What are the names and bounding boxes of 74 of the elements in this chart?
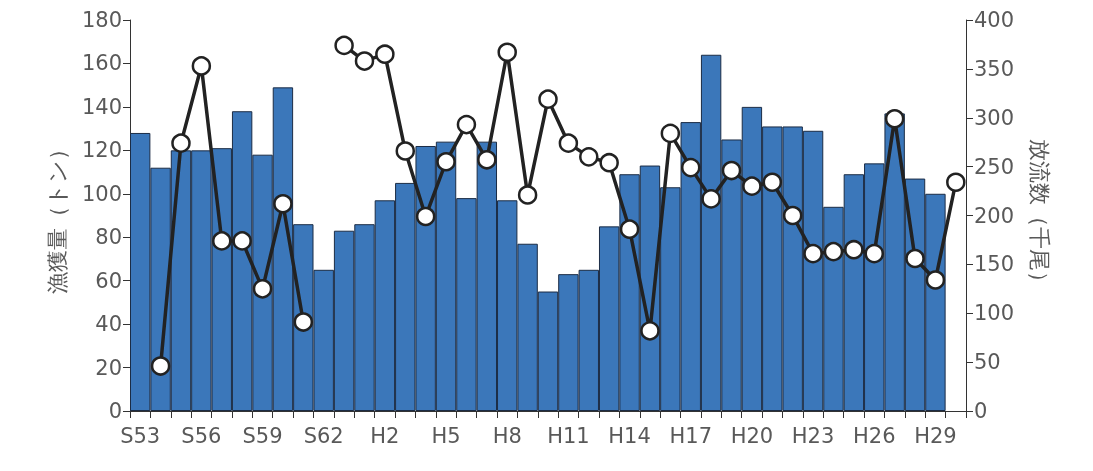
point [375,44,395,64]
x-tick-label: S59 [242,423,283,448]
point [782,205,803,226]
point [946,172,966,193]
point [538,89,558,109]
y-tick-label: 20 [95,355,122,380]
point [599,152,619,173]
x-tick-label: S62 [303,423,344,448]
point [273,194,293,214]
point [212,231,232,251]
x-tick-label: H11 [547,423,590,448]
x-tick-label: H23 [791,423,835,448]
point [762,172,783,193]
y-tick-label: 180 [81,8,122,32]
point [497,42,517,62]
point [660,123,681,144]
y2-tick-label: 250 [974,154,1015,179]
y2-tick-label: 300 [974,105,1015,130]
y-axis-title: 漁獲量（トン） [44,137,70,294]
y-tick-label: 40 [95,312,122,337]
point [171,133,191,153]
point [395,141,416,161]
point [701,189,721,209]
y2-axis-title: 放流数（千尾） [1026,138,1052,293]
point [477,150,497,170]
point [619,219,640,239]
point [823,241,844,262]
point [884,108,905,129]
point [293,312,314,332]
y2-tick-label: 100 [974,301,1015,326]
point [436,151,456,172]
point [925,270,946,290]
y-tick-label: 160 [81,51,122,76]
y-tick-label: 60 [95,268,122,293]
point [579,147,599,167]
point [191,56,212,76]
x-tick-label: S53 [120,423,161,448]
point [905,248,925,269]
y-tick-label: 80 [95,225,122,250]
point [456,114,477,135]
y2-tick-label: 50 [974,350,1001,375]
point [803,243,823,264]
y-tick-label: 100 [81,181,122,206]
point [844,239,864,260]
y-tick-label: 140 [81,94,122,119]
x-tick-label: S56 [181,423,222,448]
x-tick-label: H8 [492,423,522,448]
point [150,356,171,376]
point [334,35,354,56]
point [558,133,579,153]
point [721,160,742,181]
x-tick-label: H14 [608,423,651,448]
point [864,243,884,264]
y2-tick-label: 150 [974,252,1015,277]
y-tick-label: 0 [108,399,122,423]
x-tick-label: H26 [852,423,896,448]
y2-tick-label: 200 [974,203,1015,228]
point [640,321,660,341]
y2-tick-label: 0 [974,399,988,423]
point [354,51,375,71]
x-tick-label: H29 [914,423,957,448]
x-tick-label: H20 [730,423,774,448]
x-tick-label: H17 [669,423,712,448]
y2-tick-label: 350 [974,56,1015,81]
point [742,176,762,196]
point [681,157,701,178]
x-tick-label: H5 [431,423,461,448]
y2-tick-label: 400 [974,8,1015,32]
point [415,206,436,227]
point [232,231,252,251]
point [517,185,538,205]
x-tick-label: H2 [370,423,400,448]
point [252,279,273,299]
y-tick-label: 120 [81,138,122,163]
